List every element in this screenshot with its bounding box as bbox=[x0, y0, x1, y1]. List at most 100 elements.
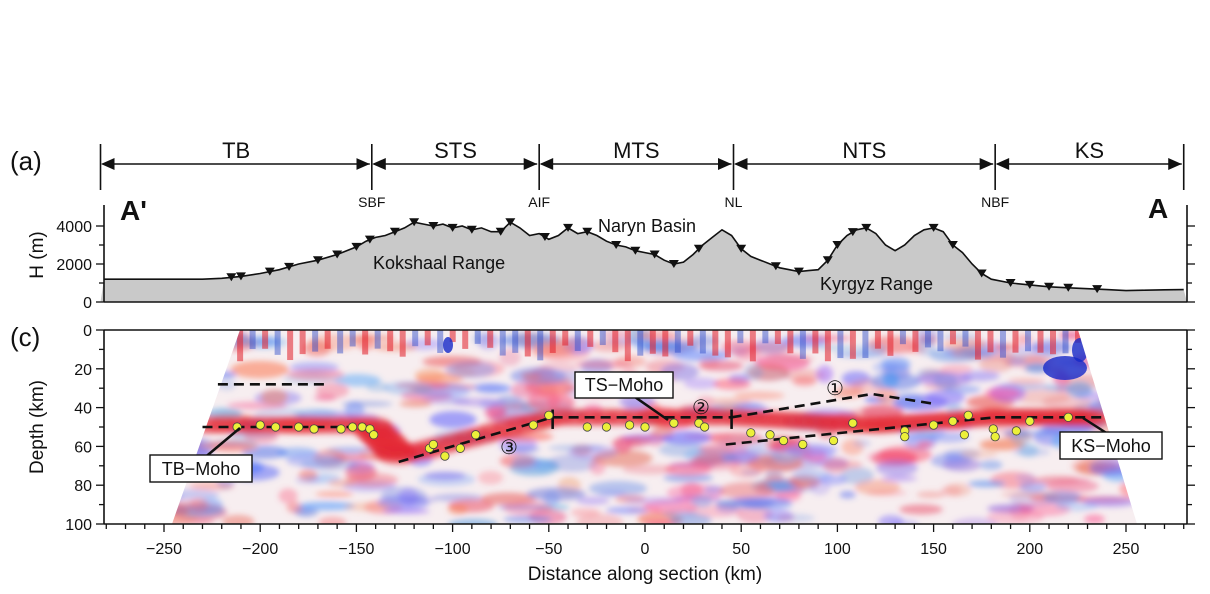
kyrgyz-range-label: Kyrgyz Range bbox=[820, 274, 933, 294]
naryn-basin-label: Naryn Basin bbox=[598, 216, 696, 236]
moho-pick-point bbox=[582, 422, 592, 432]
station-marker bbox=[861, 223, 872, 232]
panel-a-label: (a) bbox=[10, 146, 42, 176]
x-tick-label: 200 bbox=[1016, 541, 1043, 558]
circled-number-2: ② bbox=[692, 397, 710, 419]
x-tick-label: 50 bbox=[732, 541, 750, 558]
station-marker bbox=[226, 273, 237, 282]
moho-pick-point bbox=[455, 443, 465, 453]
moho-pick-point bbox=[369, 430, 379, 440]
station-marker bbox=[736, 244, 747, 253]
station-marker bbox=[332, 250, 343, 259]
station-marker bbox=[428, 222, 439, 230]
depth-tick-label: 20 bbox=[74, 362, 92, 379]
station-marker bbox=[312, 256, 323, 265]
moho-pick-point bbox=[700, 422, 710, 432]
domain-label-sts: STS bbox=[434, 138, 477, 163]
moho-pick-point bbox=[255, 420, 265, 430]
fault-label-nbf: NBF bbox=[981, 194, 1009, 210]
section-start-label: A' bbox=[120, 195, 147, 226]
moho-segment bbox=[398, 416, 553, 464]
ks-moho-box: KS−Moho bbox=[1059, 416, 1163, 460]
ts-moho-box: TS−Moho bbox=[574, 371, 674, 422]
moho-pick-point bbox=[528, 420, 539, 430]
moho-pick-point bbox=[778, 435, 789, 446]
fault-label-sbf: SBF bbox=[358, 194, 385, 210]
station-marker bbox=[832, 241, 843, 249]
x-tick-label: 150 bbox=[920, 541, 947, 558]
station-marker bbox=[389, 227, 400, 236]
station-marker bbox=[630, 246, 641, 255]
moho-pick-point bbox=[1063, 412, 1073, 422]
topography-y-axis: 0 2000 4000 bbox=[56, 219, 1195, 312]
station-marker bbox=[1044, 282, 1055, 291]
moho-pick-point bbox=[1011, 426, 1021, 436]
x-tick-label: 100 bbox=[824, 541, 851, 558]
panel-c-label: (c) bbox=[10, 322, 40, 352]
topography-fill bbox=[100, 222, 1187, 302]
ks-moho-label: KS−Moho bbox=[1071, 436, 1151, 456]
domain-label-nts: NTS bbox=[842, 138, 886, 163]
moho-pick-point bbox=[900, 432, 910, 442]
moho-segment bbox=[731, 392, 934, 419]
moho-pick-point bbox=[471, 430, 481, 440]
x-axis-label: Distance along section (km) bbox=[528, 564, 762, 585]
moho-pick-point bbox=[928, 420, 939, 430]
station-marker bbox=[447, 223, 458, 232]
depth-tick-label: 40 bbox=[74, 401, 92, 418]
depth-tick-label: 60 bbox=[74, 439, 92, 456]
station-marker bbox=[770, 262, 781, 271]
moho-pick-point bbox=[669, 418, 679, 428]
station-marker bbox=[284, 262, 295, 271]
kokshaal-range-label: Kokshaal Range bbox=[373, 253, 505, 273]
station-marker bbox=[1092, 285, 1103, 294]
moho-pick-point bbox=[988, 424, 998, 434]
moho-pick-point bbox=[963, 410, 973, 420]
moho-pick-point bbox=[990, 432, 1000, 442]
station-marker bbox=[793, 267, 804, 276]
domain-label-mts: MTS bbox=[613, 138, 659, 163]
moho-pick-point bbox=[948, 416, 958, 426]
station-marker bbox=[495, 227, 506, 236]
x-tick-label: 250 bbox=[1113, 541, 1140, 558]
moho-pick-point bbox=[798, 439, 808, 450]
fault-label-nl: NL bbox=[725, 194, 743, 210]
domain-label-ks: KS bbox=[1075, 138, 1104, 163]
moho-pick-point bbox=[544, 410, 554, 420]
moho-pick-point bbox=[357, 422, 367, 432]
fault-label-aif: AIF bbox=[528, 194, 550, 210]
station-marker bbox=[409, 218, 420, 227]
topography-tick-label: 2000 bbox=[56, 257, 92, 274]
station-marker bbox=[649, 250, 660, 259]
x-tick-label: −100 bbox=[435, 541, 471, 558]
moho-pick-point bbox=[848, 418, 858, 428]
depth-axes: 0 20 40 60 80 100 −250 −200 −150 −100 −50 0 50 100 15… bbox=[65, 323, 1195, 558]
tb-moho-box: TB−Moho bbox=[149, 427, 253, 483]
moho-pick-point bbox=[1025, 416, 1035, 426]
section-end-label: A bbox=[1148, 193, 1168, 224]
station-marker bbox=[539, 233, 550, 242]
station-marker bbox=[264, 267, 275, 276]
moho-pick-point bbox=[765, 430, 775, 440]
moho-pick-point bbox=[294, 422, 304, 432]
station-marker bbox=[847, 228, 858, 237]
depth-tick-label: 80 bbox=[74, 478, 92, 495]
moho-pick-point bbox=[828, 435, 839, 446]
station-marker bbox=[563, 223, 574, 232]
topography-panel: 0 2000 4000 H (m) Kokshaal Range Naryn Bas… bbox=[27, 205, 1195, 312]
topography-tick-label: 0 bbox=[83, 295, 92, 312]
station-marker bbox=[1024, 280, 1035, 289]
moho-pick-point bbox=[440, 451, 450, 461]
station-marker bbox=[928, 223, 939, 232]
moho-pick-point bbox=[309, 424, 319, 434]
circled-number-3: ③ bbox=[500, 437, 518, 459]
station-marker bbox=[364, 235, 375, 244]
x-tick-label: −250 bbox=[146, 541, 182, 558]
moho-pick-point bbox=[347, 422, 358, 432]
x-tick-label: 0 bbox=[641, 541, 650, 558]
depth-axis-label: Depth (km) bbox=[27, 380, 48, 474]
station-markers bbox=[226, 218, 1103, 294]
station-marker bbox=[235, 272, 246, 281]
topography-y-axis-label: H (m) bbox=[27, 231, 48, 278]
station-marker bbox=[947, 241, 958, 249]
